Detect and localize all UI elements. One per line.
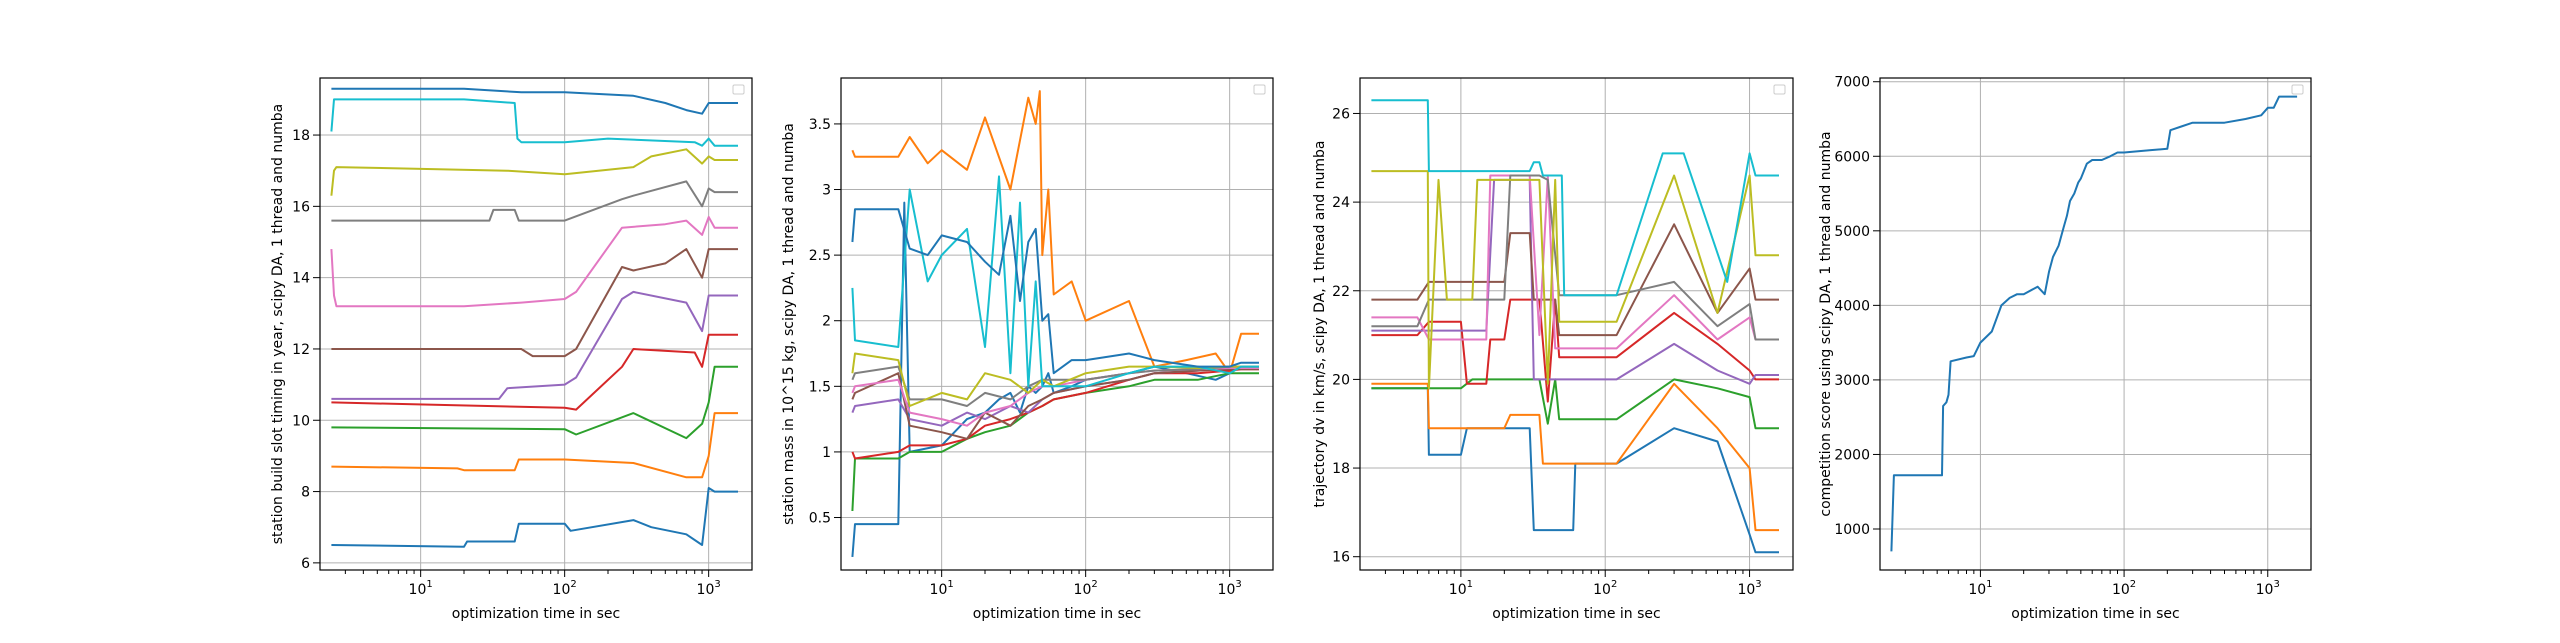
x-axis-label: optimization time in sec xyxy=(452,606,620,622)
series-line-1 xyxy=(331,487,738,548)
y-tick-label: 26 xyxy=(1332,106,1350,122)
x-tick-label: 101 xyxy=(1449,579,1473,598)
chart-panel-4: 101 102 103 1000 2000 3000 4000 5000 6000 7000 opt… xyxy=(1818,75,2312,622)
y-tick-label: 1000 xyxy=(1834,522,1870,538)
legend-box xyxy=(1253,84,1266,95)
y-tick-label: 3.5 xyxy=(809,117,831,133)
axes-frame xyxy=(1359,77,1794,571)
y-tick-label: 16 xyxy=(292,199,310,215)
series-line-6 xyxy=(1371,223,1779,337)
axes-frame xyxy=(840,77,1274,571)
x-tick-label: 103 xyxy=(1737,579,1761,598)
x-tick-label: 102 xyxy=(1593,579,1617,598)
y-tick-label: 10 xyxy=(292,413,310,429)
series-line-1 xyxy=(1371,387,1779,554)
x-tick-label: 101 xyxy=(930,579,954,598)
series-line-10 xyxy=(330,98,738,147)
series-line-3 xyxy=(1371,378,1779,430)
legend-box xyxy=(732,84,745,95)
x-tick-label: 103 xyxy=(2256,579,2280,598)
y-tick-label: 2.5 xyxy=(809,248,831,264)
chart-panel-1: 101 102 103 6 8 10 12 14 16 18 optimization time i… xyxy=(270,77,753,622)
series-line-4 xyxy=(331,333,738,411)
y-axis-label: station mass in 10^15 kg, scipy DA, 1 th… xyxy=(781,123,797,525)
series-line-3 xyxy=(331,365,738,440)
y-tick-label: 4000 xyxy=(1834,298,1870,314)
series-line-4 xyxy=(851,368,1259,460)
y-tick-label: 12 xyxy=(292,342,310,358)
y-tick-label: 1.5 xyxy=(809,379,831,395)
x-tick-label: 102 xyxy=(1074,579,1098,598)
series-line-6 xyxy=(331,248,738,358)
series-group xyxy=(1890,95,2298,552)
series-group xyxy=(1371,99,1779,554)
series-line-2 xyxy=(851,90,1259,375)
y-tick-label: 5000 xyxy=(1834,224,1870,240)
series-line-2 xyxy=(331,412,738,479)
y-tick-label: 24 xyxy=(1332,195,1350,211)
x-tick-label: 102 xyxy=(2112,579,2136,598)
axes-frame xyxy=(1879,77,2312,571)
y-tick-label: 2000 xyxy=(1834,447,1870,463)
series-line-8 xyxy=(331,180,738,222)
series-line-1 xyxy=(1890,95,2298,552)
x-tick-label: 103 xyxy=(697,579,721,598)
series-line-8 xyxy=(851,365,1259,407)
series-line-6 xyxy=(851,368,1259,440)
y-tick-label: 18 xyxy=(292,128,310,144)
x-tick-label: 101 xyxy=(409,579,433,598)
axes-frame xyxy=(319,77,753,571)
series-line-9 xyxy=(330,148,738,196)
x-axis-label: optimization time in sec xyxy=(973,606,1141,622)
y-tick-label: 8 xyxy=(301,485,310,501)
series-group xyxy=(851,90,1259,557)
series-group xyxy=(330,87,738,548)
y-tick-label: 6000 xyxy=(1834,149,1870,165)
chart-panel-3: 101 102 103 16 18 20 22 24 26 optimization time i… xyxy=(1312,77,1794,622)
y-axis-label: competition score using scipy DA, 1 thre… xyxy=(1818,131,1834,516)
y-tick-label: 14 xyxy=(292,271,310,287)
y-tick-label: 3 xyxy=(822,183,831,199)
y-tick-label: 20 xyxy=(1332,372,1350,388)
y-axis-label: trajectory dv in km/s, scipy DA, 1 threa… xyxy=(1312,141,1328,508)
legend-box xyxy=(2291,84,2304,95)
series-line-11 xyxy=(851,208,1259,375)
y-tick-label: 22 xyxy=(1332,284,1350,300)
y-tick-label: 3000 xyxy=(1834,373,1870,389)
x-axis-label: optimization time in sec xyxy=(1492,606,1660,622)
x-tick-label: 103 xyxy=(1218,579,1242,598)
series-line-10 xyxy=(851,175,1259,388)
x-tick-label: 101 xyxy=(1968,579,1992,598)
y-tick-label: 0.5 xyxy=(809,511,831,527)
x-tick-label: 102 xyxy=(553,579,577,598)
x-axis-label: optimization time in sec xyxy=(2011,606,2179,622)
legend-box xyxy=(1773,84,1786,95)
y-tick-label: 18 xyxy=(1332,461,1350,477)
series-line-5 xyxy=(1371,178,1779,385)
y-tick-label: 6 xyxy=(301,556,310,572)
y-tick-label: 2 xyxy=(822,314,831,330)
y-tick-label: 1 xyxy=(822,445,831,461)
series-line-9 xyxy=(1371,170,1779,390)
series-line-7 xyxy=(330,216,738,308)
series-line-11 xyxy=(331,87,738,115)
series-line-10 xyxy=(1371,99,1779,297)
y-tick-label: 7000 xyxy=(1834,75,1870,91)
y-tick-label: 16 xyxy=(1332,550,1350,566)
chart-panel-2: 101 102 103 0.5 1 1.5 2 2.5 3 3.5 optimization tim… xyxy=(781,77,1274,622)
y-axis-label: station build slot timing in year, scipy… xyxy=(270,104,286,545)
series-line-2 xyxy=(1371,382,1779,532)
series-line-5 xyxy=(331,290,738,400)
series-line-3 xyxy=(851,372,1259,512)
